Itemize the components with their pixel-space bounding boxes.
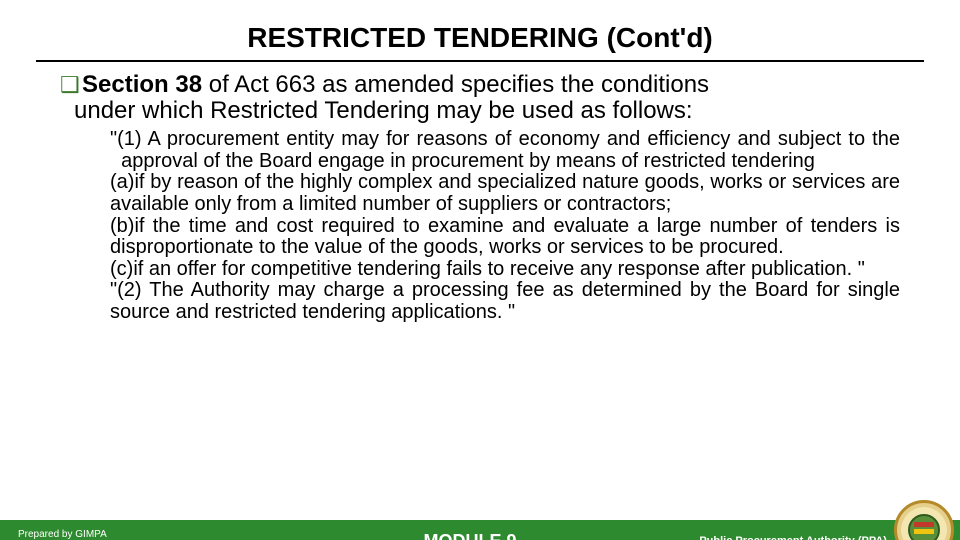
lead-line2: under which Restricted Tendering may be …	[74, 98, 900, 123]
footer-left: Prepared by GIMPA Consultancy	[0, 529, 280, 540]
lead-bold: Section 38	[82, 71, 202, 98]
body-text: "(1) A procurement entity may for reason…	[110, 129, 900, 323]
footer-left-line1: Prepared by GIMPA	[18, 529, 280, 540]
slide: RESTRICTED TENDERING (Cont'd) ❑Section 3…	[0, 22, 960, 540]
slide-title: RESTRICTED TENDERING (Cont'd)	[0, 22, 960, 54]
footer-bar: Prepared by GIMPA Consultancy MODULE 9 P…	[0, 520, 960, 540]
seal-icon	[894, 500, 954, 540]
title-divider	[36, 60, 924, 62]
lead-paragraph: ❑Section 38 of Act 663 as amended specif…	[60, 72, 900, 123]
footer-center: MODULE 9	[280, 531, 660, 540]
bullet-icon: ❑	[60, 72, 82, 98]
lead-rest: of Act 663 as amended specifies the cond…	[202, 71, 709, 98]
